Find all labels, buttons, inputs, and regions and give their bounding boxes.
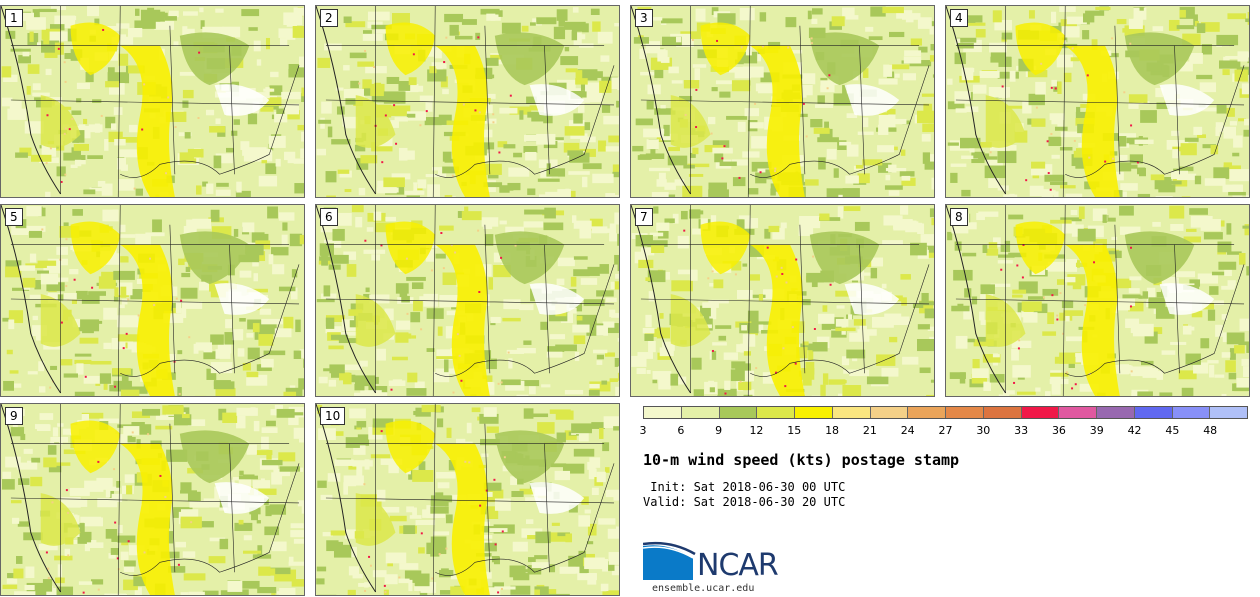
- colorbar-segment: [983, 407, 1022, 418]
- colorbar-tick: 39: [1089, 424, 1104, 437]
- colorbar-tick: 30: [976, 424, 991, 437]
- colorbar-segment: [1097, 407, 1135, 418]
- colorbar-segment: [946, 407, 984, 418]
- colorbar-segment: [908, 407, 946, 418]
- colorbar-tick: 6: [677, 424, 685, 437]
- map-panel: 1: [0, 5, 305, 198]
- panel-number: 6: [320, 208, 338, 226]
- panel-number: 3: [635, 9, 653, 27]
- colorbar-segment: [1134, 407, 1173, 418]
- colorbar-segment: [795, 407, 833, 418]
- colorbar-segment: [1210, 407, 1247, 418]
- valid-time: Valid: Sat 2018-06-30 20 UTC: [643, 495, 846, 509]
- colorbar-tick: 9: [715, 424, 723, 437]
- map-panel: 10: [315, 403, 620, 596]
- colorbar-segment: [870, 407, 909, 418]
- map-panel: 2: [315, 5, 620, 198]
- panel-number: 7: [635, 208, 653, 226]
- colorbar-segment: [644, 407, 682, 418]
- site-url: ensemble.ucar.edu: [652, 583, 755, 594]
- colorbar-tick: 12: [749, 424, 764, 437]
- colorbar-tick: 24: [900, 424, 915, 437]
- panel-number: 5: [5, 208, 23, 226]
- colorbar-tick: 48: [1203, 424, 1218, 437]
- panel-number: 10: [320, 407, 346, 425]
- map-panel: 9: [0, 403, 305, 596]
- colorbar-segment: [1059, 407, 1097, 418]
- ncar-logo-icon: [643, 541, 696, 580]
- map-panel: 6: [315, 204, 620, 397]
- colorbar-segment: [719, 407, 758, 418]
- panel-number: 1: [5, 9, 23, 27]
- colorbar-tick: 36: [1051, 424, 1066, 437]
- panel-number: 8: [950, 208, 968, 226]
- map-panel: 5: [0, 204, 305, 397]
- colorbar-ticks: 3 6 9 12 15 18 21 24 27 30 33 36 39 42 45 48: [639, 424, 1248, 438]
- panel-number: 2: [320, 9, 338, 27]
- colorbar-tick: 27: [938, 424, 953, 437]
- colorbar-tick: 15: [787, 424, 802, 437]
- colorbar-segment: [1021, 407, 1060, 418]
- colorbar-segment: [832, 407, 871, 418]
- logo-text: NCAR: [697, 548, 779, 583]
- chart-title: 10-m wind speed (kts) postage stamp: [643, 451, 960, 469]
- colorbar-tick: 45: [1165, 424, 1180, 437]
- init-time: Init: Sat 2018-06-30 00 UTC: [643, 480, 846, 494]
- map-panel: 4: [945, 5, 1250, 198]
- colorbar-tick: 42: [1127, 424, 1142, 437]
- colorbar-tick: 3: [639, 424, 647, 437]
- map-panel: 3: [630, 5, 935, 198]
- panel-number: 9: [5, 407, 23, 425]
- colorbar-tick: 18: [825, 424, 840, 437]
- map-panel: 7: [630, 204, 935, 397]
- colorbar-tick: 33: [1014, 424, 1029, 437]
- colorbar-segment: [757, 407, 795, 418]
- colorbar-tick: 21: [862, 424, 877, 437]
- colorbar: [643, 406, 1248, 419]
- colorbar-segment: [1172, 407, 1211, 418]
- colorbar-segment: [681, 407, 720, 418]
- map-panel: 8: [945, 204, 1250, 397]
- panel-number: 4: [950, 9, 968, 27]
